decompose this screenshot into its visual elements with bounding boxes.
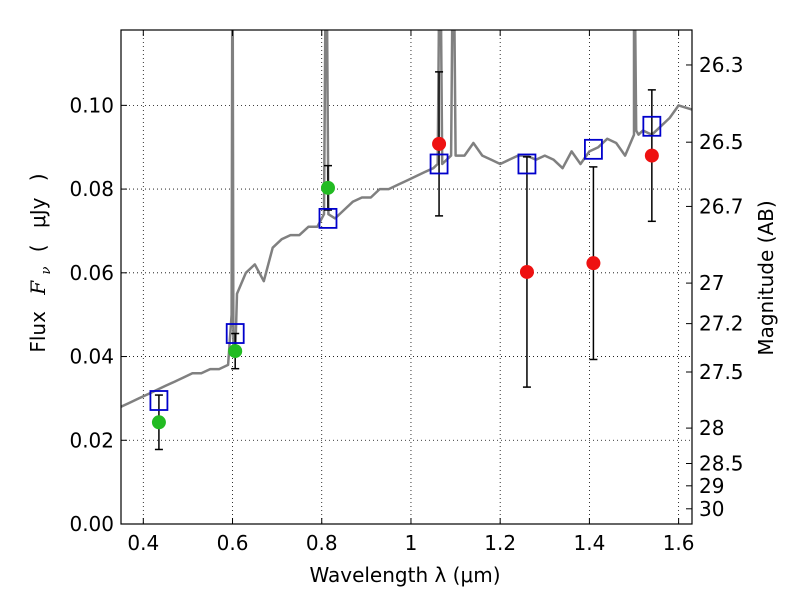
model-box-marker (149, 390, 169, 411)
x-axis-ticks: 0.4 0.6 0.8 1 1.2 1.4 1.6 (127, 30, 695, 555)
y-tick-label: 0.08 (69, 177, 114, 201)
right-axis-title: Magnitude (AB) (754, 200, 778, 355)
x-tick-label: 0.4 (127, 531, 159, 555)
y-axis-title-word: Flux (26, 311, 50, 353)
x-tick-label: 1.2 (484, 531, 516, 555)
y-tick-label: 0.10 (69, 93, 114, 117)
y-axis-title-open-paren: ( (26, 244, 50, 252)
x-tick-label: 1.6 (663, 531, 695, 555)
errorbar-layer (154, 71, 656, 451)
y-axis-title-subscript: ν (39, 266, 54, 274)
model-box-marker (642, 115, 662, 137)
magnitude-tick-label: 26.3 (699, 53, 744, 77)
observed-point (519, 264, 534, 279)
magnitude-tick-label: 27 (699, 271, 724, 295)
observed-point (228, 344, 243, 359)
y-tick-label: 0.02 (69, 428, 114, 452)
magnitude-tick-label: 29 (699, 474, 724, 498)
y-tick-label: 0.06 (69, 261, 114, 285)
observed-point (586, 256, 601, 271)
y-axis-title-close-paren: ) (26, 173, 50, 181)
y-axis-title-unit: μJy (26, 197, 50, 228)
magnitude-tick-label: 28 (699, 416, 724, 440)
magnitude-tick-label: 30 (699, 497, 724, 521)
x-tick-label: 1.4 (573, 531, 605, 555)
spectrum-line (121, 30, 692, 408)
magnitude-tick-label: 27.5 (699, 360, 744, 384)
magnitude-tick-label: 27.2 (699, 312, 744, 336)
y-axis-ticks: 0.00 0.02 0.04 0.06 0.08 0.10 (69, 93, 127, 536)
model-box-marker (584, 138, 603, 160)
x-tick-label: 0.6 (217, 531, 249, 555)
y-tick-label: 0.00 (69, 512, 114, 536)
observed-point (320, 180, 335, 195)
spectrum-layer (121, 30, 692, 408)
plot-frame (120, 29, 693, 525)
x-tick-label: 1 (405, 531, 418, 555)
magnitude-tick-label: 26.5 (699, 130, 744, 154)
magnitude-tick-label: 26.7 (699, 194, 744, 218)
model-box-marker (225, 323, 245, 344)
magnitude-tick-label: 28.5 (699, 451, 744, 475)
x-axis-title: Wavelength λ (μm) (309, 563, 500, 587)
observed-point-layer (151, 136, 659, 430)
model-box-marker (318, 207, 338, 229)
observed-point (151, 415, 166, 430)
observed-point (644, 148, 659, 163)
y-axis-title-symbol: F (26, 280, 50, 296)
y-tick-label: 0.04 (69, 345, 114, 369)
model-box-layer (149, 115, 662, 411)
gridlines (121, 30, 692, 525)
y-axis-title: Flux F ν ( μJy ) (26, 173, 55, 352)
observed-point (432, 136, 447, 151)
x-tick-label: 0.8 (306, 531, 338, 555)
model-box-marker (517, 153, 537, 175)
model-box-marker (429, 153, 449, 175)
